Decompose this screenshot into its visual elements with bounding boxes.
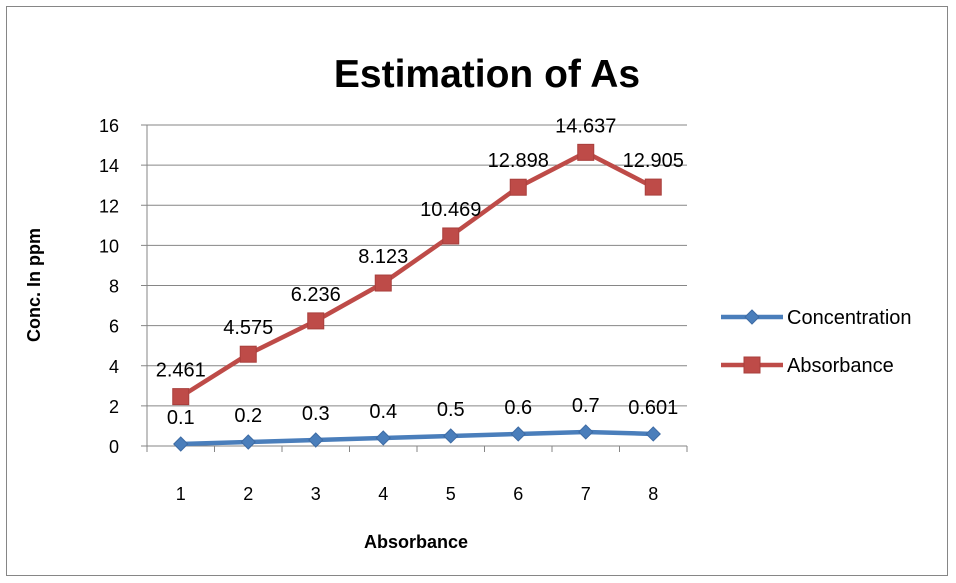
gridlines [147, 124, 687, 407]
legend-item-concentration: Concentration [721, 307, 912, 329]
y-tick-label: 14 [99, 156, 119, 176]
legend-item-absorbance: Absorbance [721, 355, 894, 377]
square-marker [442, 227, 460, 245]
legend-label: Absorbance [787, 355, 894, 377]
data-label: 0.6 [504, 397, 532, 419]
y-tick-label: 4 [109, 357, 119, 377]
y-tick-label: 8 [109, 277, 119, 297]
data-label: 14.637 [555, 115, 616, 137]
legend-marker [743, 356, 761, 374]
square-marker [577, 143, 595, 161]
legend-label: Concentration [787, 307, 912, 329]
y-tick-label: 6 [109, 317, 119, 337]
data-label: 0.7 [572, 395, 600, 417]
data-label: 0.1 [167, 407, 195, 429]
square-marker [239, 345, 257, 363]
x-tick-label: 8 [648, 484, 658, 504]
diamond-marker [375, 430, 391, 446]
square-marker [644, 178, 662, 196]
data-label: 8.123 [358, 246, 408, 268]
data-label: 0.2 [234, 405, 262, 427]
data-label: 0.601 [628, 397, 678, 419]
diamond-marker [240, 434, 256, 450]
y-tick-label: 12 [99, 196, 119, 216]
data-label: 10.469 [420, 199, 481, 221]
plot-series [172, 143, 662, 452]
chart-area [6, 6, 948, 576]
diamond-marker [510, 426, 526, 442]
data-label: 2.461 [156, 360, 206, 382]
legend-marker [744, 309, 760, 325]
diamond-marker [173, 436, 189, 452]
diamond-marker [443, 428, 459, 444]
square-marker [374, 274, 392, 292]
square-marker [172, 388, 190, 406]
x-tick-label: 2 [243, 484, 253, 504]
x-tick-label: 5 [446, 484, 456, 504]
diamond-marker [308, 432, 324, 448]
data-label: 0.3 [302, 403, 330, 425]
series-concentration [173, 424, 661, 452]
data-label: 6.236 [291, 284, 341, 306]
x-tick-label: 4 [378, 484, 388, 504]
x-tick-label: 1 [176, 484, 186, 504]
x-tick-label: 6 [513, 484, 523, 504]
x-tick-label: 7 [581, 484, 591, 504]
data-label: 4.575 [223, 317, 273, 339]
x-axis-title: Absorbance [364, 532, 468, 552]
chart-title: Estimation of As [334, 53, 640, 96]
data-label: 0.4 [369, 401, 397, 423]
y-tick-label: 2 [109, 397, 119, 417]
diamond-marker [578, 424, 594, 440]
series-line [180, 429, 654, 447]
x-tick-label: 3 [311, 484, 321, 504]
y-tick-label: 10 [99, 236, 119, 256]
legend: Concentration Absorbance [721, 307, 912, 377]
square-marker [509, 178, 527, 196]
square-marker [307, 312, 325, 330]
data-labels: 0.1 0.2 0.3 0.4 0.5 0.6 0.7 0.601 2.461 4.575 6.23… [156, 115, 684, 429]
data-label: 12.898 [488, 150, 549, 172]
series-absorbance [172, 143, 662, 406]
y-tick-label: 16 [99, 116, 119, 136]
diamond-marker [645, 426, 661, 442]
data-label: 0.5 [437, 399, 465, 421]
y-tick-label: 0 [109, 437, 119, 457]
y-axis-title: Conc. In ppm [24, 228, 44, 342]
series-line [179, 150, 655, 399]
data-label: 12.905 [623, 150, 684, 172]
